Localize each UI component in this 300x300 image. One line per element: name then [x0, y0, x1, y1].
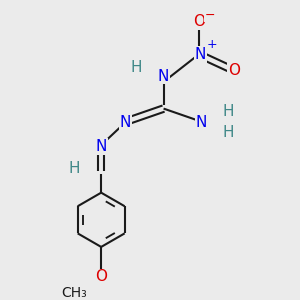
- Text: −: −: [204, 8, 215, 22]
- Text: H: H: [223, 125, 234, 140]
- Text: N: N: [196, 115, 207, 130]
- Text: H: H: [68, 161, 80, 176]
- Text: N: N: [158, 68, 169, 83]
- Text: H: H: [131, 60, 142, 75]
- Text: O: O: [228, 63, 240, 78]
- Text: +: +: [207, 38, 218, 51]
- Text: CH₃: CH₃: [61, 286, 87, 300]
- Text: N: N: [120, 115, 131, 130]
- Text: N: N: [194, 47, 206, 62]
- Text: H: H: [223, 104, 234, 119]
- Text: O: O: [193, 14, 205, 29]
- Text: N: N: [95, 139, 107, 154]
- Text: O: O: [95, 269, 107, 284]
